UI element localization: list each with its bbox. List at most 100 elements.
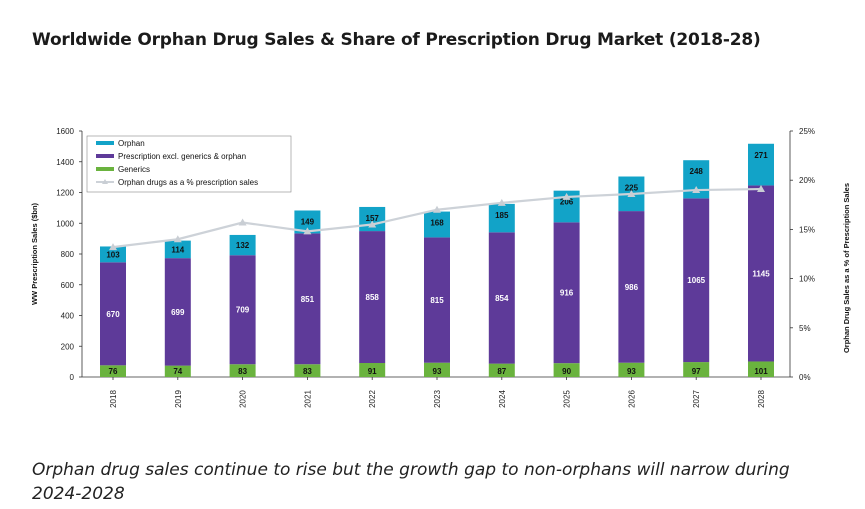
- bar-segment-prescription-excl-generics-orphan: [748, 185, 774, 362]
- bar-segment-orphan: [164, 240, 191, 259]
- bar-data-label: 854: [495, 294, 509, 303]
- x-tick-label: 2026: [627, 390, 636, 408]
- chart-line: [109, 185, 765, 251]
- bar-data-label: 83: [303, 367, 312, 376]
- bar-segment-generics: [100, 365, 126, 377]
- legend-swatch: [96, 167, 114, 171]
- bar-data-label: 851: [301, 295, 315, 304]
- bar-segment-generics: [164, 365, 191, 377]
- y-tick-label: 1600: [56, 127, 74, 136]
- bar-segment-generics: [488, 363, 515, 377]
- y2-tick-label: 25%: [799, 127, 815, 136]
- bar-segment-prescription-excl-generics-orphan: [100, 262, 126, 366]
- bar-segment-orphan: [424, 211, 450, 238]
- y-tick-label: 600: [61, 281, 75, 290]
- x-tick-label: 2028: [757, 390, 766, 408]
- bar-segment-prescription-excl-generics-orphan: [164, 258, 191, 366]
- bar-segment-orphan: [100, 246, 126, 263]
- legend-box: [86, 135, 292, 193]
- bar-data-label: 74: [173, 367, 182, 376]
- line-point-marker: [303, 227, 312, 235]
- bar-segment-orphan: [294, 210, 321, 234]
- y2-tick-label: 20%: [799, 176, 815, 185]
- bar-segment-generics: [294, 364, 321, 377]
- x-tick-label: 2023: [433, 390, 442, 408]
- bar-data-label: 271: [754, 151, 768, 160]
- line-point-marker: [368, 220, 377, 228]
- y2-tick-label: 5%: [799, 324, 811, 333]
- line-point-marker: [627, 189, 636, 197]
- bar-data-label: 916: [560, 289, 574, 298]
- x-tick-label: 2027: [692, 390, 701, 408]
- y-tick-label: 200: [61, 342, 75, 351]
- bar-data-label: 185: [495, 211, 509, 220]
- y2-axis-title: Orphan Drug Sales as a % of Prescription…: [842, 183, 851, 353]
- bar-data-label: 83: [238, 367, 247, 376]
- bar-segment-prescription-excl-generics-orphan: [488, 232, 515, 364]
- legend-label: Orphan: [118, 139, 145, 148]
- bar-segment-prescription-excl-generics-orphan: [359, 231, 386, 364]
- bar-data-label: 168: [430, 219, 444, 228]
- bar-data-label: 206: [560, 198, 574, 207]
- bar-data-label: 858: [366, 293, 380, 302]
- y-tick-label: 0: [70, 373, 75, 382]
- bar-data-label: 1065: [687, 276, 705, 285]
- x-tick-label: 2018: [109, 390, 118, 408]
- bar-data-label: 87: [497, 367, 506, 376]
- x-tick-label: 2021: [303, 390, 312, 408]
- line-point-marker: [433, 205, 441, 213]
- orphan-drug-sales-chart: 0 200 400 600 800 1000 1200 1400 1600 0% 5% 10% 15% 2…: [30, 127, 851, 408]
- bar-data-label: 114: [171, 245, 184, 254]
- page-title: Worldwide Orphan Drug Sales & Share of P…: [32, 30, 761, 50]
- bar-segment-orphan: [229, 234, 256, 256]
- bar-data-label: 91: [368, 367, 377, 376]
- line-point-marker: [757, 185, 765, 193]
- bar-data-label: 93: [627, 367, 636, 376]
- bar-segment-prescription-excl-generics-orphan: [294, 233, 321, 365]
- bar-data-label: 103: [106, 250, 120, 259]
- y-tick-label: 1400: [56, 158, 74, 167]
- bar-data-label: 709: [236, 306, 250, 315]
- bar-data-label: 248: [690, 167, 704, 176]
- line-point-marker: [238, 218, 247, 226]
- bar-segment-prescription-excl-generics-orphan: [424, 237, 450, 363]
- line-point-marker: [562, 192, 571, 200]
- bar-segment-generics: [618, 362, 645, 377]
- bar-segment-prescription-excl-generics-orphan: [229, 255, 256, 365]
- bar-data-label: 815: [430, 296, 444, 305]
- bar-segment-generics: [424, 362, 450, 377]
- legend-label: Generics: [118, 165, 150, 174]
- x-tick-label: 2022: [368, 390, 377, 408]
- line-point-marker: [109, 243, 117, 251]
- bar-data-label: 225: [625, 184, 639, 193]
- chart-bars: 76 670 103 74 699 114 83 709 132 83 851 149 91 858 157…: [100, 143, 774, 377]
- legend-swatch-marker: [102, 179, 108, 184]
- chart-axes: 0 200 400 600 800 1000 1200 1400 1600 0% 5% 10% 15% 2…: [30, 127, 851, 408]
- bar-segment-prescription-excl-generics-orphan: [618, 211, 645, 363]
- y-tick-label: 800: [61, 250, 75, 259]
- bar-data-label: 97: [692, 367, 701, 376]
- y-tick-label: 400: [61, 312, 75, 321]
- bar-segment-orphan: [488, 203, 515, 233]
- legend-label: Prescription excl. generics & orphan: [118, 152, 246, 161]
- bar-segment-generics: [359, 363, 386, 377]
- bar-data-label: 93: [433, 367, 442, 376]
- bar-data-label: 132: [236, 241, 250, 250]
- bar-segment-generics: [748, 361, 774, 377]
- bar-data-label: 90: [562, 367, 571, 376]
- bar-data-label: 157: [366, 214, 380, 223]
- x-tick-label: 2024: [498, 390, 507, 408]
- y-tick-label: 1200: [56, 189, 74, 198]
- line-point-marker: [173, 235, 182, 243]
- x-tick-label: 2020: [239, 390, 248, 408]
- chart-legend: Orphan Prescription excl. generics & orph…: [86, 135, 292, 193]
- bar-segment-generics: [229, 364, 256, 377]
- bar-data-label: 699: [171, 308, 185, 317]
- legend-swatch: [96, 154, 114, 158]
- bar-data-label: 101: [754, 367, 768, 376]
- y-tick-label: 1000: [56, 219, 74, 228]
- legend-swatch: [96, 141, 114, 145]
- bar-segment-generics: [553, 363, 580, 377]
- x-tick-label: 2025: [563, 390, 572, 408]
- y2-tick-label: 15%: [799, 225, 815, 234]
